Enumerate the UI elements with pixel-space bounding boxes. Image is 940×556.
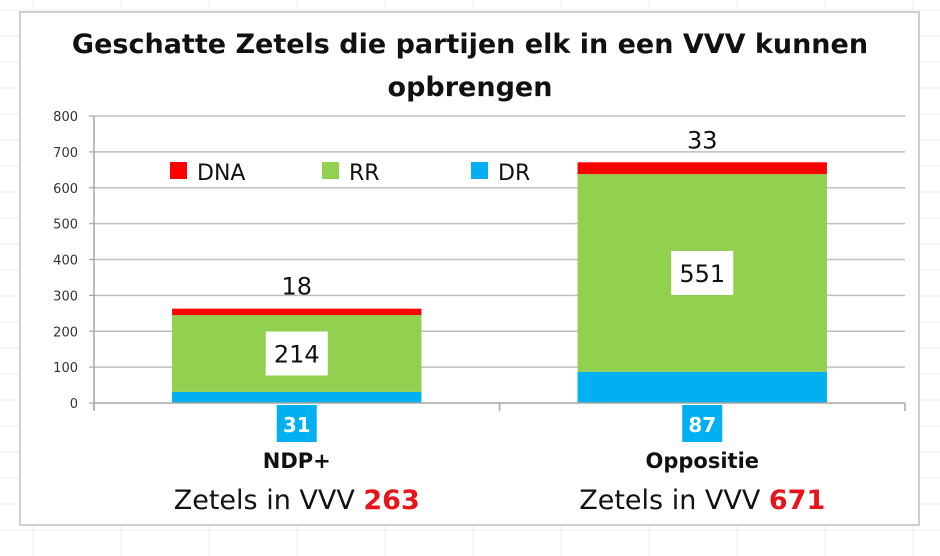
legend: DNA RR DR bbox=[170, 161, 530, 186]
legend-swatch-dna bbox=[170, 162, 187, 179]
category-total-label: Zetels in VVV 263 bbox=[174, 485, 420, 516]
value-label-box-dr bbox=[276, 405, 317, 442]
value-label-dna: 33 bbox=[687, 126, 718, 154]
legend-label-dna: DNA bbox=[197, 161, 245, 186]
legend-swatch-dr bbox=[471, 162, 488, 179]
bar-segment-dna-ndp bbox=[172, 308, 422, 316]
value-label-box-rr bbox=[671, 250, 734, 295]
bar-segment-dna-oppositie bbox=[577, 162, 827, 175]
category-labels: NDP+ Zetels in VVV 263 Oppositie Zetels in … bbox=[174, 449, 826, 516]
legend-swatch-rr bbox=[322, 162, 339, 179]
total-value: 671 bbox=[769, 485, 825, 516]
y-tick-label: 300 bbox=[53, 289, 78, 304]
y-tick-label: 500 bbox=[53, 218, 78, 233]
legend-label-rr: RR bbox=[349, 161, 380, 186]
y-tick-label: 100 bbox=[53, 361, 78, 376]
total-prefix: Zetels in VVV bbox=[579, 485, 769, 516]
total-value: 263 bbox=[363, 485, 419, 516]
axes bbox=[93, 116, 906, 411]
value-labels: 31 214 18 87 551 33 bbox=[265, 126, 734, 442]
category-label: NDP+ bbox=[263, 449, 331, 473]
value-label-box-rr bbox=[265, 331, 328, 376]
total-prefix: Zetels in VVV bbox=[174, 485, 364, 516]
legend-label-dr: DR bbox=[498, 161, 530, 186]
chart-title-line-2: opbrengen bbox=[388, 72, 553, 103]
chart-title-line-1: Geschatte Zetels die partijen elk in een… bbox=[72, 29, 868, 60]
y-tick-label: 0 bbox=[70, 397, 78, 412]
value-label-rr: 214 bbox=[274, 340, 320, 368]
value-label-dr: 87 bbox=[688, 413, 716, 437]
y-tick-label: 800 bbox=[53, 110, 78, 125]
y-tick-label: 600 bbox=[53, 182, 78, 197]
y-axis-ticks: 0 100 200 300 400 500 600 700 800 bbox=[53, 110, 94, 412]
category-total-label: Zetels in VVV 671 bbox=[579, 485, 825, 516]
value-label-dr: 31 bbox=[283, 413, 311, 437]
value-label-dna: 18 bbox=[281, 273, 312, 301]
bar-segment-dr-ndp bbox=[172, 391, 422, 403]
y-tick-label: 200 bbox=[53, 325, 78, 340]
value-label-rr: 551 bbox=[679, 260, 725, 288]
category-label: Oppositie bbox=[645, 449, 759, 473]
y-tick-label: 700 bbox=[53, 146, 78, 161]
y-tick-label: 400 bbox=[53, 254, 78, 269]
value-label-box-dr bbox=[682, 405, 723, 442]
bar-segment-dr-oppositie bbox=[577, 371, 827, 403]
